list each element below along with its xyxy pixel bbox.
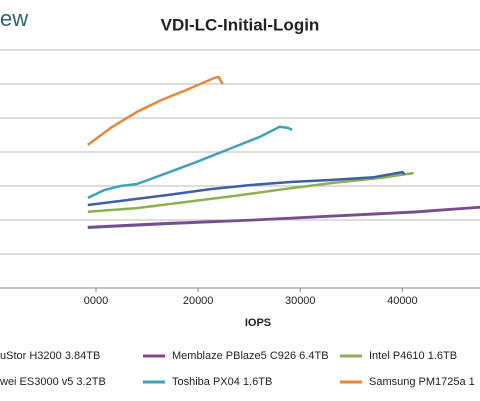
legend-label: Intel P4610 1.6TB <box>369 350 457 362</box>
series-line <box>87 125 293 200</box>
series-line <box>87 170 406 207</box>
legend-label: wei ES3000 v5 3.2TB <box>0 376 106 388</box>
legend-label: uStor H3200 3.84TB <box>0 350 100 362</box>
legend-label: Toshiba PX04 1.6TB <box>172 376 272 388</box>
series-line <box>87 205 480 229</box>
brand: ew <box>0 6 28 31</box>
legend-label: Memblaze PBlaze5 C926 6.4TB <box>172 350 329 362</box>
x-tick-label: 30000 <box>285 295 316 307</box>
x-tick-label: 0000 <box>84 295 108 307</box>
x-tick-label: 40000 <box>387 295 418 307</box>
x-axis-label: IOPS <box>245 317 271 329</box>
x-tick-label: 20000 <box>183 295 214 307</box>
chart-title: VDI-LC-Initial-Login <box>161 15 320 34</box>
legend-label: Samsung PM1725a 1 <box>369 376 475 388</box>
series-line <box>87 75 224 146</box>
series-line <box>87 171 414 214</box>
